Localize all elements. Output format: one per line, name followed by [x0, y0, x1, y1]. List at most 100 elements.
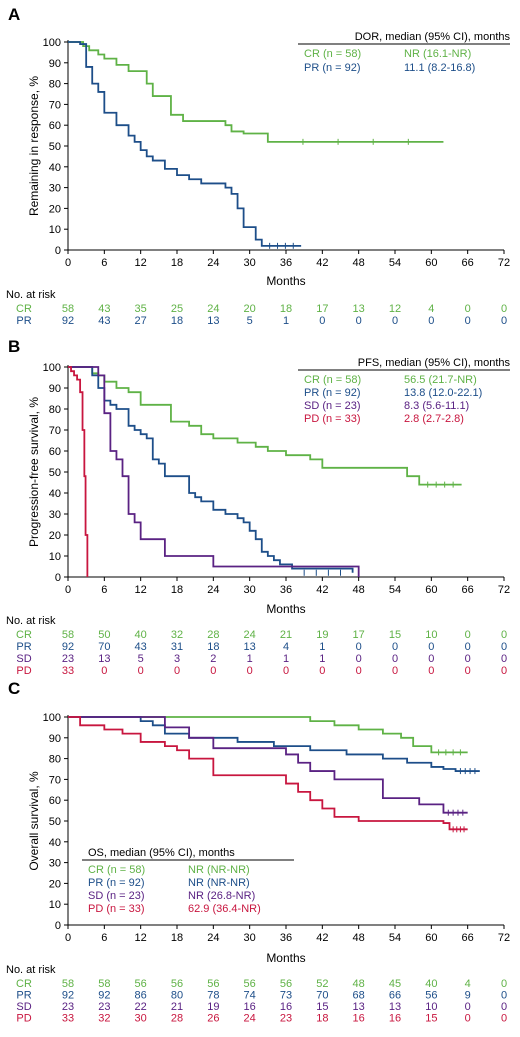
y-tick-label: 80 — [49, 404, 61, 416]
risk-cell: 43 — [135, 641, 147, 653]
y-tick-label: 50 — [49, 816, 61, 828]
risk-cell: 27 — [135, 315, 147, 327]
x-tick-label: 6 — [101, 584, 107, 596]
series-line-cr — [68, 716, 468, 754]
y-tick-label: 90 — [49, 383, 61, 395]
x-axis-label: Months — [266, 274, 305, 288]
legend-entry-median: NR (NR-NR) — [188, 864, 250, 876]
x-tick-label: 48 — [353, 932, 365, 944]
risk-cell: 0 — [174, 665, 180, 677]
risk-cell: 2 — [210, 653, 216, 665]
risk-cell: 0 — [138, 665, 144, 677]
legend-entry-label: PR (n = 92) — [304, 387, 361, 399]
x-tick-label: 18 — [171, 257, 183, 269]
risk-cell: 70 — [98, 641, 110, 653]
y-tick-label: 40 — [49, 837, 61, 849]
legend-entry-median: 62.9 (36.4-NR) — [188, 903, 261, 915]
x-tick-label: 18 — [171, 932, 183, 944]
risk-cell: 35 — [135, 303, 147, 315]
series-line-pd — [68, 366, 89, 577]
x-tick-label: 72 — [498, 932, 510, 944]
y-tick-label: 40 — [49, 162, 61, 174]
series-line-sd — [68, 716, 468, 814]
series-line-pd — [68, 716, 468, 831]
risk-cell: 0 — [319, 665, 325, 677]
risk-cell: 18 — [280, 303, 292, 315]
x-tick-label: 6 — [101, 932, 107, 944]
y-tick-label: 20 — [49, 530, 61, 542]
risk-cell: 50 — [98, 629, 110, 641]
risk-cell: 80 — [171, 990, 183, 1002]
risk-cell: 92 — [62, 315, 74, 327]
x-tick-label: 66 — [462, 257, 474, 269]
panel-letter-A: A — [8, 5, 20, 24]
risk-cell: 13 — [244, 641, 256, 653]
risk-cell: 0 — [501, 653, 507, 665]
y-tick-label: 20 — [49, 203, 61, 215]
legend-entry-label: PR (n = 92) — [304, 62, 361, 74]
x-tick-label: 30 — [244, 932, 256, 944]
risk-cell: 17 — [316, 303, 328, 315]
y-tick-label: 50 — [49, 467, 61, 479]
risk-cell: 23 — [98, 1001, 110, 1013]
x-tick-label: 24 — [207, 257, 219, 269]
risk-cell: 16 — [280, 1001, 292, 1013]
risk-cell: 0 — [465, 1013, 471, 1025]
risk-cell: 4 — [283, 641, 289, 653]
x-tick-label: 36 — [280, 932, 292, 944]
risk-cell: 0 — [210, 665, 216, 677]
x-tick-label: 12 — [135, 584, 147, 596]
risk-cell: 33 — [62, 665, 74, 677]
legend-title: DOR, median (95% CI), months — [355, 31, 511, 43]
x-tick-label: 48 — [353, 257, 365, 269]
risk-cell: 30 — [135, 1013, 147, 1025]
risk-row-label: PR — [16, 315, 31, 327]
risk-cell: 1 — [319, 653, 325, 665]
x-tick-label: 54 — [389, 932, 401, 944]
y-tick-label: 0 — [55, 572, 61, 584]
legend-entry-median: 13.8 (12.0-22.1) — [404, 387, 482, 399]
legend-title: OS, median (95% CI), months — [88, 847, 235, 859]
risk-row-label: CR — [16, 978, 32, 990]
risk-cell: 4 — [428, 303, 434, 315]
x-axis-label: Months — [266, 951, 305, 965]
series-line-cr — [68, 366, 462, 486]
legend-entry-label: PR (n = 92) — [88, 877, 145, 889]
series-line-cr — [68, 41, 444, 143]
risk-cell: 92 — [62, 990, 74, 1002]
x-tick-label: 54 — [389, 257, 401, 269]
x-tick-label: 36 — [280, 584, 292, 596]
risk-cell: 0 — [428, 653, 434, 665]
x-tick-label: 0 — [65, 932, 71, 944]
risk-cell: 0 — [501, 303, 507, 315]
risk-cell: 0 — [392, 665, 398, 677]
risk-cell: 13 — [353, 303, 365, 315]
x-tick-label: 42 — [316, 932, 328, 944]
risk-cell: 26 — [207, 1013, 219, 1025]
y-tick-label: 60 — [49, 795, 61, 807]
risk-cell: 56 — [244, 978, 256, 990]
risk-cell: 58 — [62, 303, 74, 315]
x-tick-label: 60 — [425, 584, 437, 596]
risk-cell: 9 — [465, 990, 471, 1002]
risk-cell: 24 — [244, 629, 256, 641]
risk-cell: 40 — [425, 978, 437, 990]
risk-cell: 58 — [98, 978, 110, 990]
risk-cell: 5 — [247, 315, 253, 327]
y-tick-label: 10 — [49, 551, 61, 563]
risk-cell: 32 — [98, 1013, 110, 1025]
legend-entry-label: CR (n = 58) — [88, 864, 145, 876]
x-tick-label: 24 — [207, 932, 219, 944]
risk-cell: 0 — [428, 641, 434, 653]
risk-cell: 66 — [389, 990, 401, 1002]
risk-cell: 13 — [207, 315, 219, 327]
y-tick-label: 0 — [55, 245, 61, 257]
legend-title: PFS, median (95% CI), months — [358, 357, 511, 369]
y-tick-label: 70 — [49, 774, 61, 786]
legend-entry-label: CR (n = 58) — [304, 48, 361, 60]
risk-cell: 0 — [356, 641, 362, 653]
risk-cell: 1 — [283, 653, 289, 665]
risk-cell: 56 — [280, 978, 292, 990]
risk-cell: 0 — [356, 653, 362, 665]
